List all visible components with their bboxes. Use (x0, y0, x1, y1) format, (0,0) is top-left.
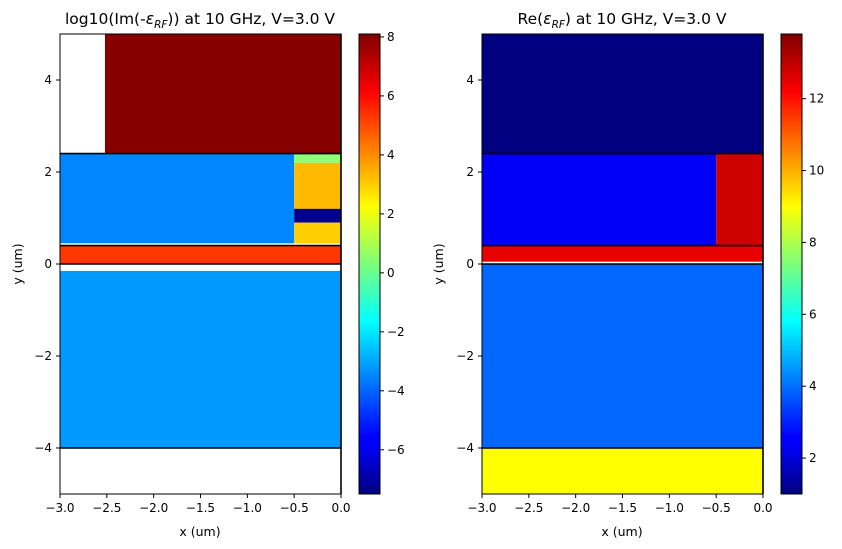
heatmap-region-5 (294, 222, 341, 244)
y-tick-label: 4 (466, 73, 474, 87)
y-tick-label: 2 (466, 165, 474, 179)
heatmap-region-1 (482, 153, 717, 246)
colorbar-tick-label: 8 (387, 30, 395, 44)
x-tick-label: −3.0 (467, 501, 496, 515)
heatmap-region-0 (104, 34, 342, 154)
colorbar-tick-label: −6 (387, 443, 405, 457)
left-chart: log10(Im(-εRF)) at 10 GHz, V=3.0 V −3.0−… (10, 10, 405, 539)
y-tick-label: −4 (34, 441, 52, 455)
heatmap-region-5 (482, 448, 763, 494)
colorbar-tick-label: 8 (809, 235, 817, 249)
heatmap-region-7 (60, 270, 341, 448)
heatmap-region-3 (294, 162, 341, 209)
y-tick-label: 0 (466, 257, 474, 271)
heatmap-region-4 (482, 264, 763, 448)
x-tick-label: −0.5 (280, 501, 309, 515)
y-tick-label: −2 (34, 349, 52, 363)
right-colorbar: 2 4 6 8 10 12 (780, 33, 824, 495)
colorbar-tick-label: 2 (387, 207, 395, 221)
right-y-axis: −4 −2 0 2 4 (456, 73, 482, 455)
heatmap-region-0 (482, 34, 763, 154)
colorbar-tick-label: 0 (387, 266, 395, 280)
x-tick-label: −2.0 (139, 501, 168, 515)
y-tick-label: 4 (44, 73, 52, 87)
colorbar-tick-label: 4 (809, 379, 817, 393)
x-tick-label: −3.0 (45, 501, 74, 515)
left-colorbar: −6 −4 −2 0 2 4 6 8 (358, 30, 405, 495)
right-x-axis: −3.0 −2.5 −2.0 −1.5 −1.0 −0.5 0.0 (467, 494, 773, 515)
right-heatmap-plot (482, 34, 764, 494)
x-tick-label: −1.5 (186, 501, 215, 515)
colorbar-tick-label: 12 (809, 92, 824, 106)
right-y-axis-label: y (um) (431, 243, 446, 284)
x-tick-label: 0.0 (753, 501, 772, 515)
colorbar-tick-label: −2 (387, 325, 405, 339)
x-tick-label: 0.0 (331, 501, 350, 515)
y-tick-label: −2 (456, 349, 474, 363)
x-tick-label: −2.5 (514, 501, 543, 515)
colorbar-tick-label: 6 (809, 307, 817, 321)
x-tick-label: −0.5 (702, 501, 731, 515)
colorbar-tick-label: 4 (387, 148, 395, 162)
heatmap-region-1 (60, 153, 295, 244)
colorbar-tick-label: −4 (387, 384, 405, 398)
heatmap-region-4 (294, 208, 341, 223)
colorbar-gradient (780, 33, 803, 495)
y-tick-label: 2 (44, 165, 52, 179)
colorbar-tick-label: 10 (809, 164, 824, 178)
left-y-axis: −4 −2 0 2 4 (34, 73, 60, 455)
x-tick-label: −2.0 (561, 501, 590, 515)
heatmap-region-6 (60, 245, 341, 264)
x-tick-label: −1.0 (233, 501, 262, 515)
right-chart-title: Re(εRF) at 10 GHz, V=3.0 V (518, 10, 727, 31)
heatmap-region-2 (294, 153, 341, 163)
heatmap-region-3 (482, 245, 763, 262)
x-tick-label: −1.0 (655, 501, 684, 515)
x-tick-label: −1.5 (608, 501, 637, 515)
right-x-axis-label: x (um) (601, 524, 642, 539)
left-chart-title: log10(Im(-εRF)) at 10 GHz, V=3.0 V (65, 10, 335, 31)
left-y-axis-label: y (um) (10, 243, 25, 284)
colorbar-tick-label: 6 (387, 89, 395, 103)
x-tick-label: −2.5 (92, 501, 121, 515)
right-chart: Re(εRF) at 10 GHz, V=3.0 V −3.0 −2.5 −2.0−… (431, 10, 824, 539)
left-x-axis-label: x (um) (179, 524, 220, 539)
heatmap-region-2 (716, 153, 763, 246)
colorbar-tick-label: 2 (809, 451, 817, 465)
colorbar-gradient (358, 33, 381, 495)
y-tick-label: 0 (44, 257, 52, 271)
y-tick-label: −4 (456, 441, 474, 455)
left-x-axis: −3.0 −2.5 −2.0 −1.5 −1.0 −0.5 0.0 (45, 494, 351, 515)
left-heatmap-plot (60, 34, 342, 494)
